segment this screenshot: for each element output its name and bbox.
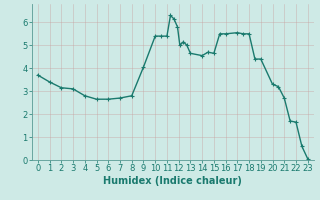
X-axis label: Humidex (Indice chaleur): Humidex (Indice chaleur) [103, 176, 242, 186]
